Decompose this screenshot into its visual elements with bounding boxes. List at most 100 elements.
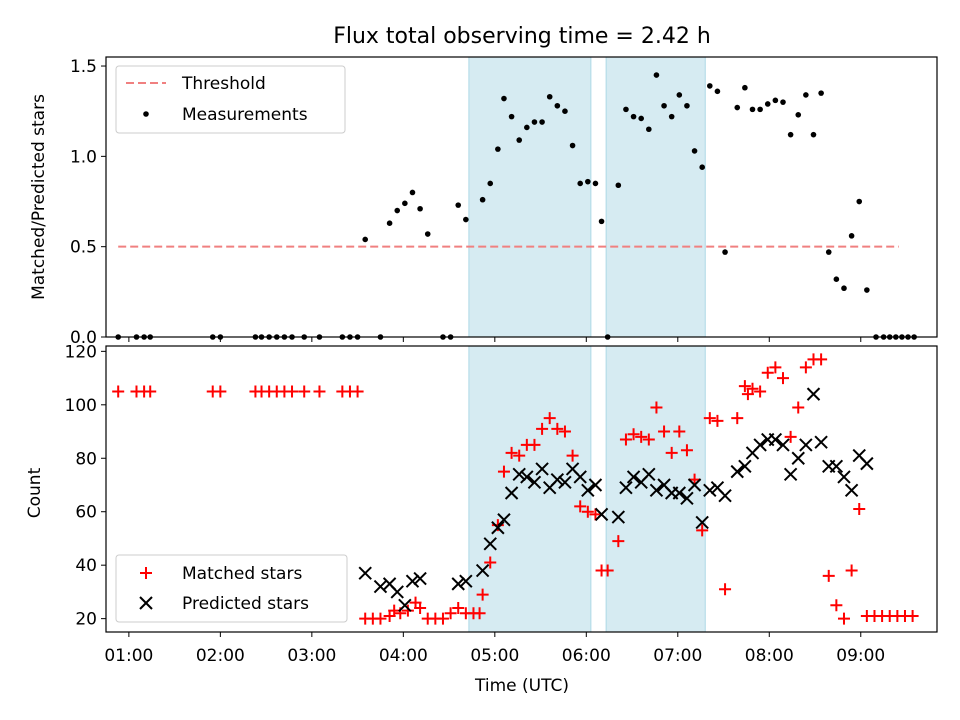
- measurements-point: [531, 119, 538, 125]
- x-tick-label: 06:00: [562, 646, 611, 666]
- matched-stars-point: [738, 380, 751, 393]
- y-tick-label: 60: [75, 503, 97, 523]
- predicted-stars-point: [768, 432, 783, 447]
- shaded-interval-1: [468, 345, 592, 633]
- predicted-stars-point: [535, 462, 549, 476]
- top-panel: 0.0 0.5 1.0 1.5 Matched/Predicted stars Thr…: [29, 56, 938, 348]
- measurements-point: [516, 137, 523, 143]
- measurements-point: [585, 178, 591, 185]
- matched-stars-point: [313, 385, 326, 398]
- measurements-point: [592, 180, 599, 187]
- matched-stars-point: [696, 524, 709, 537]
- matched-stars-point: [566, 449, 579, 462]
- measurements-point: [455, 202, 462, 208]
- x-axis-label: Time (UTC): [474, 676, 569, 696]
- measurements-point: [409, 189, 416, 196]
- predicted-stars-point: [703, 483, 717, 498]
- matched-stars-point: [601, 564, 614, 577]
- matched-stars-point: [815, 353, 828, 366]
- measurements-point: [707, 83, 713, 89]
- measurements-point: [787, 131, 794, 138]
- measurements-point: [795, 112, 802, 118]
- measurements-point: [630, 113, 637, 120]
- matched-stars-point: [286, 385, 299, 398]
- predicted-stars-point: [527, 475, 542, 490]
- matched-stars-point: [703, 412, 716, 425]
- matched-stars-point: [754, 385, 767, 398]
- predicted-stars-point: [619, 480, 633, 495]
- measurements-point: [402, 200, 408, 207]
- y-tick-label: 80: [75, 449, 97, 469]
- predicted-stars-point: [491, 521, 505, 535]
- measurements-point: [615, 182, 622, 189]
- matched-stars-point: [214, 385, 227, 398]
- matched-stars-point: [769, 361, 782, 374]
- predicted-stars-legend-label: Predicted stars: [182, 594, 309, 614]
- matched-stars-point: [845, 564, 858, 577]
- matched-stars-point: [650, 401, 663, 414]
- measurements-point: [479, 196, 486, 203]
- predicted-stars-point: [783, 467, 798, 482]
- predicted-stars-point: [695, 515, 709, 530]
- matched-stars-point: [574, 500, 587, 513]
- predicted-stars-point: [373, 579, 388, 594]
- predicted-stars-point: [573, 470, 587, 484]
- measurements-point: [562, 108, 568, 114]
- x-tick-label: 09:00: [836, 646, 885, 666]
- matched-stars-point: [776, 372, 789, 385]
- matched-stars-point: [484, 556, 497, 569]
- predicted-stars-point: [581, 483, 595, 498]
- matched-stars-point: [784, 430, 797, 443]
- bottom-y-axis-label: Count: [25, 467, 45, 518]
- top-y-axis-label: Matched/Predicted stars: [29, 94, 49, 300]
- measurements-point: [508, 113, 515, 120]
- measurements-point: [803, 92, 809, 98]
- matched-stars-point: [505, 446, 518, 459]
- measurements-point: [668, 113, 675, 120]
- measurements-point: [722, 249, 728, 255]
- y-tick-label: 100: [65, 396, 97, 416]
- matched-stars-point: [401, 604, 414, 617]
- measurements-point: [386, 220, 393, 226]
- matched-stars-point: [719, 583, 732, 596]
- x-tick-label: 01:00: [104, 646, 153, 666]
- predicted-stars-point: [738, 459, 752, 473]
- predicted-stars-point: [626, 470, 641, 484]
- x-tick-label: 03:00: [287, 646, 336, 666]
- measurements-point: [417, 205, 423, 212]
- matched-stars-point: [627, 428, 640, 441]
- matched-stars-point: [551, 422, 564, 435]
- predicted-stars-point: [837, 470, 851, 484]
- predicted-stars-point: [806, 387, 821, 401]
- measurements-legend-marker: [143, 111, 149, 117]
- matched-stars-point: [761, 366, 774, 379]
- x-tick-label: 05:00: [470, 646, 519, 666]
- matched-stars-point: [452, 601, 465, 614]
- chart-title: Flux total observing time = 2.42 h: [333, 24, 711, 49]
- predicted-stars-point: [829, 459, 844, 473]
- bottom-panel-frame: [105, 345, 938, 633]
- predicted-stars-point: [483, 537, 497, 551]
- top-panel-frame: [105, 56, 938, 338]
- x-tick-label: 04:00: [379, 646, 428, 666]
- predicted-stars-point: [398, 598, 412, 612]
- measurements-point: [699, 164, 705, 170]
- predicted-stars-point: [860, 456, 874, 471]
- bottom-panel: 20 40 60 80 100 120 01:00 02:00 03:00 04:00 05:00…: [25, 342, 938, 696]
- measurements-point: [841, 285, 847, 292]
- measurements-point: [362, 236, 369, 243]
- shaded-interval-1: [468, 56, 592, 338]
- measurements-point: [742, 84, 748, 91]
- measurements-point: [487, 180, 494, 187]
- measurements-point: [539, 119, 545, 125]
- measurements-point: [714, 88, 721, 95]
- measurements-point: [764, 101, 771, 107]
- shaded-interval-2: [605, 56, 706, 338]
- matched-stars-point: [665, 446, 678, 459]
- measurements-point: [848, 233, 855, 239]
- matched-stars-point: [680, 444, 693, 457]
- predicted-stars-point: [611, 510, 626, 524]
- matched-stars-point: [374, 612, 387, 625]
- matched-stars-point: [473, 607, 486, 620]
